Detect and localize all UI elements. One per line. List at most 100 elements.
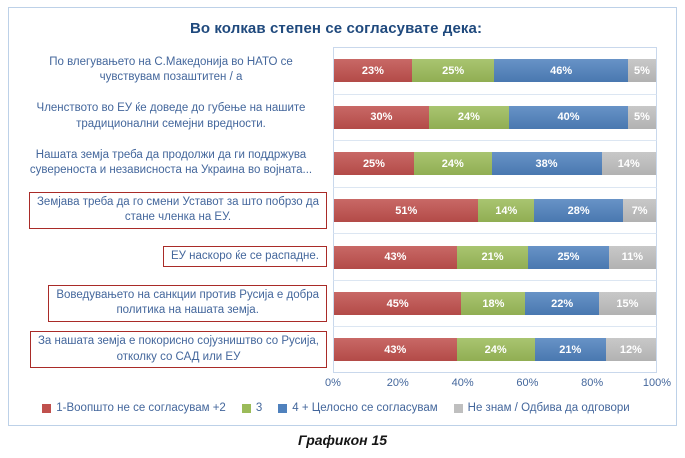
- bar-segment: 24%: [428, 105, 509, 129]
- chart-row: По влегувањето на С.Македонија во НАТО с…: [15, 47, 657, 94]
- chart-row: Членството во ЕУ ќе доведе до губење на …: [15, 93, 657, 141]
- bar-value-label: 38%: [535, 157, 558, 170]
- legend-label: 3: [255, 402, 263, 414]
- chart-rows: По влегувањето на С.Македонија во НАТО с…: [15, 47, 657, 374]
- category-label-cell: За нашата земја е покорисно сојузништво …: [15, 326, 333, 373]
- chart-row: ЕУ наскоро ќе се распадне. 43% 21% 25% 11%: [15, 233, 657, 280]
- category-label-cell: Земјава треба да го смени Уставот за што…: [15, 187, 333, 234]
- bar-segment: 18%: [461, 292, 526, 316]
- bar-segment: 15%: [598, 292, 656, 316]
- bar-track: 45% 18% 22% 15%: [334, 292, 656, 316]
- x-axis-tick-label: 100%: [642, 377, 672, 389]
- category-label-highlighted: Земјава треба да го смени Уставот за што…: [28, 191, 327, 229]
- bar-segment: 12%: [605, 338, 656, 362]
- bar-value-label: 25%: [362, 157, 385, 170]
- bar-track: 30% 24% 40% 5%: [334, 105, 657, 129]
- bar-value-label: 30%: [370, 111, 393, 124]
- bar-value-label: 45%: [386, 297, 409, 310]
- bar-value-label: 21%: [481, 251, 504, 264]
- bar-value-label: 25%: [557, 251, 580, 264]
- bar-segment: 24%: [413, 152, 492, 176]
- plot-cell: 51% 14% 28% 7%: [333, 186, 657, 234]
- bar-segment: 38%: [491, 152, 602, 176]
- bar-segment: 25%: [334, 152, 414, 176]
- bar-value-label: 23%: [361, 64, 384, 77]
- bar-value-label: 7%: [631, 204, 648, 217]
- x-axis-tick-label: 0%: [325, 377, 341, 389]
- legend-item: 3: [241, 402, 263, 414]
- legend-label: 4 + Целосно се согласувам: [292, 402, 438, 414]
- bar-value-label: 28%: [567, 204, 590, 217]
- bar-segment: 24%: [456, 338, 535, 362]
- bar-segment: 46%: [494, 59, 628, 83]
- category-label: Членството во ЕУ ќе доведе до губење на …: [36, 102, 306, 130]
- legend-item: 4 + Целосно се согласувам: [278, 402, 438, 414]
- bar-value-label: 5%: [634, 111, 650, 124]
- legend-color-swatch: [453, 403, 463, 413]
- category-label-cell: Воведувањето на санкции против Русија е …: [15, 280, 333, 327]
- bar-track: 43% 21% 25% 11%: [334, 245, 656, 269]
- bar-track: 43% 24% 21% 12%: [334, 338, 656, 362]
- bar-segment: 23%: [334, 59, 412, 83]
- bar-value-label: 14%: [495, 204, 518, 217]
- bar-segment: 51%: [334, 199, 479, 223]
- x-axis-tick-label: 40%: [451, 377, 474, 389]
- bar-value-label: 15%: [616, 297, 639, 310]
- category-label-highlighted: За нашата земја е покорисно сојузништво …: [29, 331, 327, 369]
- category-label-highlighted: Воведувањето на санкции против Русија е …: [48, 284, 327, 322]
- chart-legend: 1-Воопшто не се согласувам +2 3 4 + Целосн…: [15, 395, 657, 419]
- bar-segment: 25%: [528, 245, 609, 269]
- bar-segment: 21%: [456, 245, 529, 269]
- plot-cell: 43% 21% 25% 11%: [333, 233, 657, 280]
- legend-label: Не знам / Одбива да одговори: [467, 402, 630, 414]
- bar-value-label: 11%: [621, 251, 644, 264]
- chart-title: Во колкав степен се согласувате дека:: [189, 20, 483, 37]
- chart-row: За нашата земја е покорисно сојузништво …: [15, 326, 657, 374]
- x-axis-tick-label: 80%: [581, 377, 604, 389]
- bar-value-label: 24%: [441, 157, 464, 170]
- bar-value-label: 24%: [457, 111, 480, 124]
- bar-segment: 45%: [334, 292, 462, 316]
- bar-value-label: 5%: [634, 64, 650, 77]
- bar-segment: 22%: [525, 292, 599, 316]
- x-axis-spacer: [15, 373, 333, 395]
- legend-item: Не знам / Одбива да одговори: [453, 402, 630, 414]
- chart-row: Нашата земја треба да продолжи да ги под…: [15, 140, 657, 187]
- bar-value-label: 14%: [617, 157, 640, 170]
- bar-value-label: 25%: [442, 64, 465, 77]
- bar-segment: 43%: [334, 245, 457, 269]
- chart-row: Земјава треба да го смени Уставот за што…: [15, 186, 657, 234]
- bar-track: 25% 24% 38% 14%: [334, 152, 657, 176]
- bar-segment: 11%: [608, 245, 656, 269]
- plot-cell: 25% 24% 38% 14%: [333, 140, 657, 187]
- legend-color-swatch: [278, 403, 288, 413]
- bar-value-label: 51%: [395, 204, 418, 217]
- bar-value-label: 24%: [484, 343, 507, 356]
- bar-value-label: 21%: [559, 343, 582, 356]
- bar-segment: 7%: [623, 199, 656, 223]
- category-label-cell: Нашата земја треба да продолжи да ги под…: [15, 140, 333, 187]
- bar-segment: 30%: [334, 105, 429, 129]
- bar-value-label: 46%: [550, 64, 573, 77]
- bar-segment: 14%: [601, 152, 657, 176]
- category-label-highlighted: ЕУ наскоро ќе се распадне.: [163, 245, 327, 268]
- bar-value-label: 12%: [619, 343, 642, 356]
- legend-color-swatch: [241, 403, 251, 413]
- category-label-cell: ЕУ наскоро ќе се распадне.: [15, 233, 333, 280]
- category-label: Нашата земја треба да продолжи да ги под…: [29, 148, 313, 177]
- chart-row: Воведувањето на санкции против Русија е …: [15, 279, 657, 327]
- bar-segment: 5%: [627, 59, 656, 83]
- bar-segment: 14%: [478, 199, 535, 223]
- chart-card: Во колкав степен се согласувате дека: По…: [8, 7, 677, 426]
- bar-track: 51% 14% 28% 7%: [334, 199, 656, 223]
- plot-cell: 43% 24% 21% 12%: [333, 326, 657, 374]
- bar-segment: 40%: [508, 105, 628, 129]
- bar-segment: 28%: [534, 199, 624, 223]
- category-label-cell: Членството во ЕУ ќе доведе до губење на …: [15, 94, 333, 141]
- x-axis-tick-label: 20%: [386, 377, 409, 389]
- bar-segment: 43%: [334, 338, 457, 362]
- x-axis-ticks: 0% 20% 40% 60% 80% 100%: [325, 373, 671, 395]
- category-label-cell: По влегувањето на С.Македонија во НАТО с…: [15, 47, 333, 94]
- bar-value-label: 22%: [551, 297, 574, 310]
